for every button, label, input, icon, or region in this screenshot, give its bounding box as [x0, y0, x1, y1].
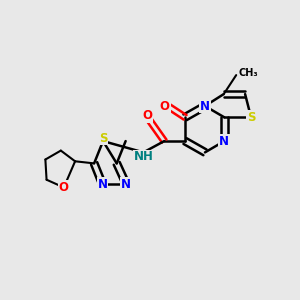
Text: CH₃: CH₃ — [238, 68, 258, 78]
Text: N: N — [121, 178, 131, 191]
Text: O: O — [160, 100, 170, 112]
Text: O: O — [142, 109, 152, 122]
Text: N: N — [200, 100, 210, 112]
Text: S: S — [99, 132, 107, 145]
Text: N: N — [98, 178, 107, 191]
Text: O: O — [59, 181, 69, 194]
Text: N: N — [219, 135, 229, 148]
Text: NH: NH — [134, 150, 153, 163]
Text: S: S — [247, 111, 255, 124]
